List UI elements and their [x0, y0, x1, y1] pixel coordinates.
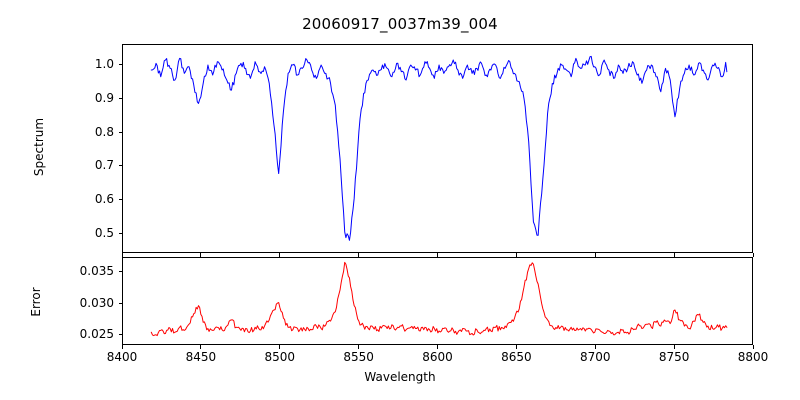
x-axis-label: Wavelength — [364, 370, 436, 384]
x-tick-mark-upper — [752, 253, 754, 257]
y-tick-mark-spectrum — [118, 131, 122, 133]
x-tick-mark-upper — [594, 253, 596, 257]
y-tick-label-spectrum: 0.9 — [94, 90, 114, 105]
y-tick-label-spectrum: 0.6 — [94, 192, 114, 207]
y-tick-label-error: 0.025 — [79, 327, 114, 342]
error-plot-panel — [122, 257, 753, 345]
x-tick-mark — [752, 345, 754, 349]
x-tick-label: 8600 — [422, 350, 453, 364]
y-tick-mark-spectrum — [118, 199, 122, 201]
x-tick-mark — [279, 345, 281, 349]
x-tick-label: 8500 — [264, 350, 296, 364]
y-axis-label-spectrum: Spectrum — [32, 117, 46, 177]
x-tick-mark-upper — [358, 253, 360, 257]
x-tick-mark-upper — [515, 253, 517, 257]
x-tick-mark-upper — [673, 253, 675, 257]
x-tick-mark-upper — [200, 253, 202, 257]
x-tick-label: 8700 — [579, 350, 611, 364]
error-line — [151, 262, 727, 335]
x-tick-label: 8550 — [343, 350, 374, 364]
x-tick-mark-upper — [437, 253, 438, 257]
y-tick-mark-error — [118, 334, 122, 336]
y-tick-label-spectrum: 0.5 — [94, 225, 114, 240]
y-tick-label-error: 0.035 — [79, 263, 114, 278]
y-tick-label-spectrum: 0.7 — [94, 158, 114, 173]
y-tick-mark-error — [118, 302, 122, 304]
y-tick-mark-spectrum — [118, 232, 122, 234]
x-tick-mark — [121, 345, 123, 349]
x-tick-mark-upper — [279, 253, 281, 257]
x-tick-label: 8400 — [106, 350, 138, 364]
y-tick-label-error: 0.030 — [79, 295, 114, 310]
spectrum-plot-panel — [122, 44, 753, 253]
y-tick-label-spectrum: 1.0 — [94, 57, 114, 72]
y-tick-mark-spectrum — [118, 97, 122, 99]
x-tick-label: 8450 — [185, 350, 217, 364]
x-tick-mark — [437, 345, 438, 349]
error-series-svg — [123, 258, 752, 344]
y-tick-mark-error — [118, 270, 122, 272]
x-tick-mark — [358, 345, 360, 349]
y-tick-mark-spectrum — [118, 165, 122, 167]
y-tick-label-spectrum: 0.8 — [94, 124, 114, 139]
y-axis-label-error: Error — [29, 287, 43, 317]
spectrum-line — [151, 56, 727, 240]
x-tick-label: 8750 — [658, 350, 690, 364]
spectrum-series-svg — [123, 45, 752, 252]
y-tick-mark-spectrum — [118, 64, 122, 66]
x-tick-mark — [515, 345, 517, 349]
x-tick-label: 8650 — [501, 350, 532, 364]
x-tick-mark — [200, 345, 202, 349]
figure-title: 20060917_0037m39_004 — [302, 15, 498, 33]
x-tick-label: 8800 — [737, 350, 769, 364]
x-tick-mark — [673, 345, 675, 349]
x-tick-mark-upper — [121, 253, 123, 257]
x-tick-mark — [594, 345, 596, 349]
